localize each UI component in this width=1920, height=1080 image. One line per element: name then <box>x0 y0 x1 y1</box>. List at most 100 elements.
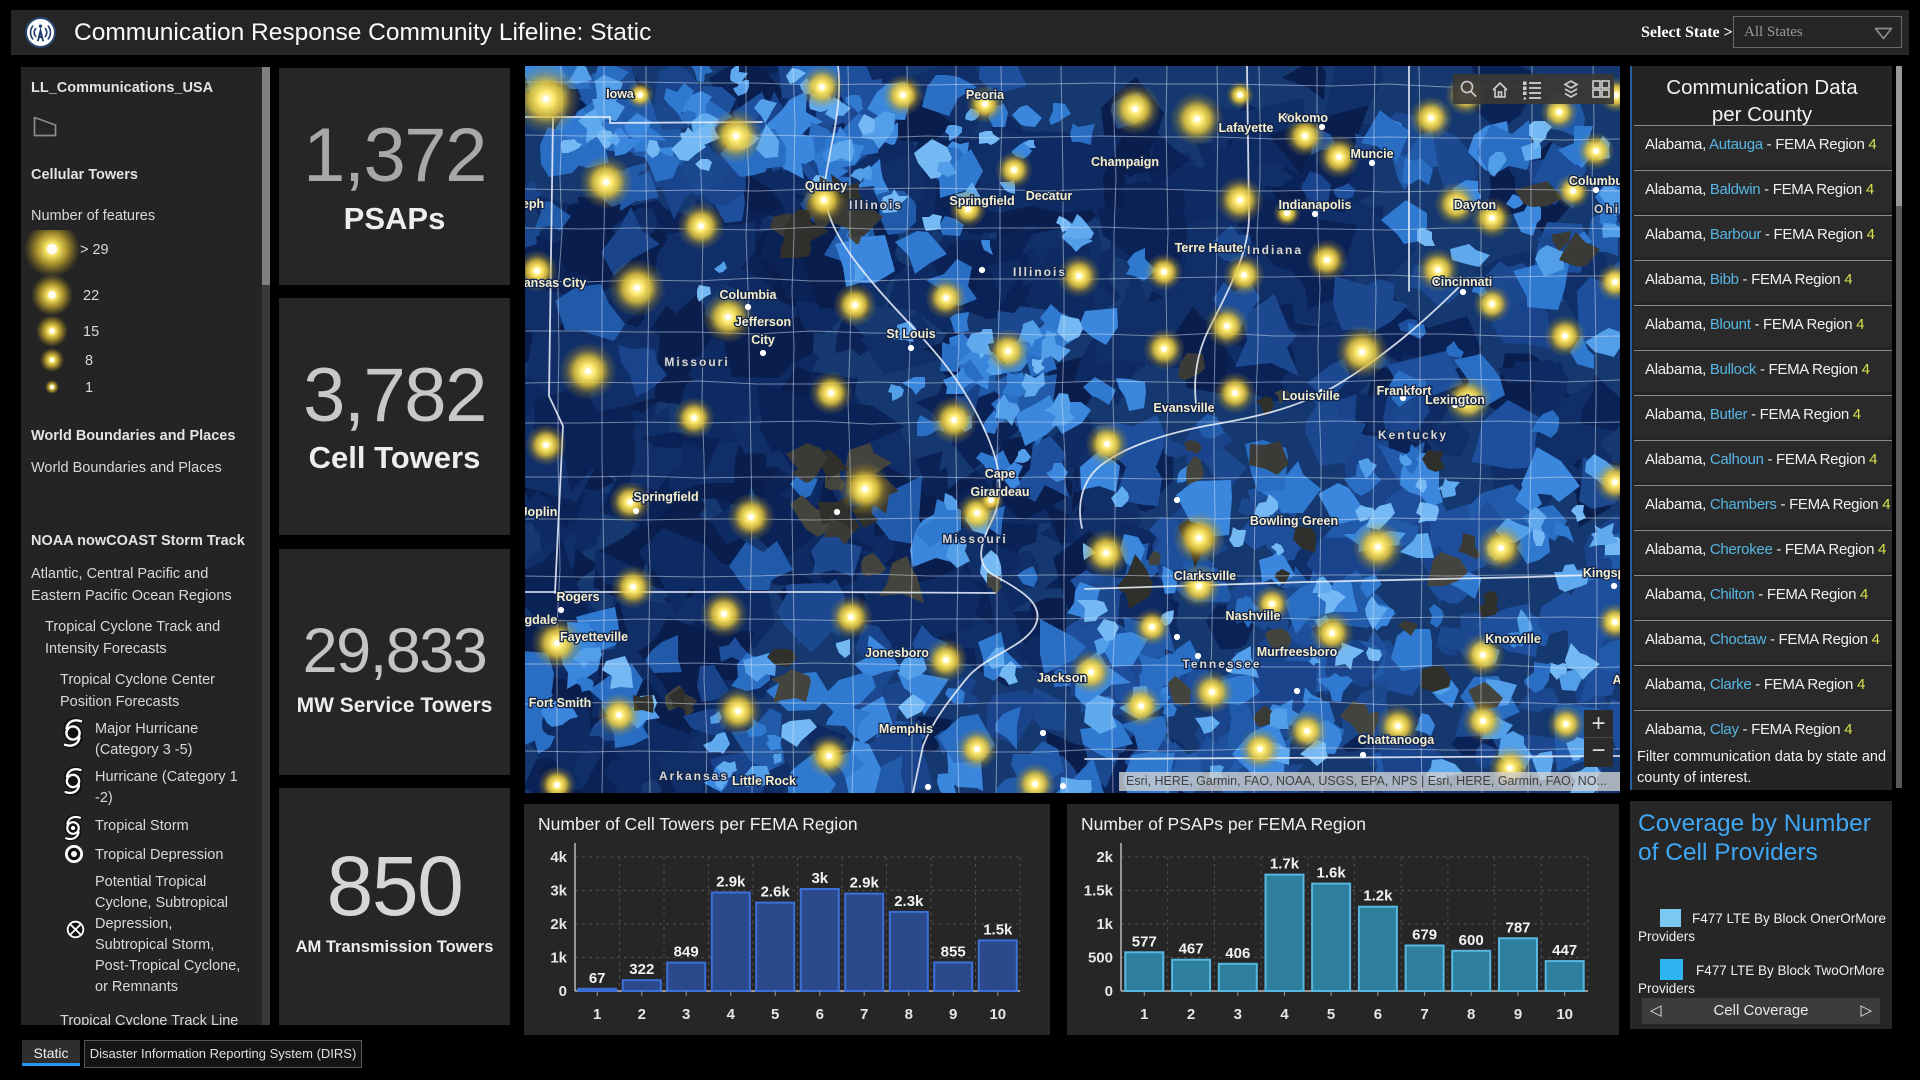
svg-text:Dayton: Dayton <box>1454 198 1496 212</box>
svg-text:Kentucky: Kentucky <box>1378 428 1448 442</box>
svg-text:Champaign: Champaign <box>1091 155 1159 169</box>
svg-text:3: 3 <box>682 1006 690 1023</box>
svg-text:Kingsp: Kingsp <box>1583 566 1620 580</box>
svg-text:467: 467 <box>1179 941 1204 958</box>
svg-text:2.9k: 2.9k <box>850 875 880 892</box>
svg-text:Little Rock: Little Rock <box>732 774 796 788</box>
svg-text:600: 600 <box>1459 932 1484 949</box>
svg-text:3: 3 <box>1234 1006 1242 1023</box>
svg-text:7: 7 <box>860 1006 868 1023</box>
svg-text:5: 5 <box>771 1006 779 1023</box>
svg-text:679: 679 <box>1412 927 1437 944</box>
svg-text:9: 9 <box>1514 1006 1522 1023</box>
svg-text:A: A <box>1612 673 1620 687</box>
svg-text:1: 1 <box>593 1006 601 1023</box>
svg-text:Bowling Green: Bowling Green <box>1250 514 1338 528</box>
svg-text:9: 9 <box>949 1006 957 1023</box>
svg-text:Columbia: Columbia <box>720 288 778 302</box>
svg-text:406: 406 <box>1225 945 1250 962</box>
svg-text:4: 4 <box>1280 1006 1289 1023</box>
svg-text:Lafayette: Lafayette <box>1219 121 1274 135</box>
svg-text:67: 67 <box>589 970 606 987</box>
svg-text:Ohi: Ohi <box>1594 202 1620 216</box>
svg-text:Indianapolis: Indianapolis <box>1279 198 1352 212</box>
svg-text:Frankfort: Frankfort <box>1377 384 1433 398</box>
svg-text:1.6k: 1.6k <box>1316 865 1346 882</box>
svg-text:855: 855 <box>941 943 966 960</box>
svg-text:Clarksville: Clarksville <box>1174 569 1237 583</box>
svg-text:Jonesboro: Jonesboro <box>865 646 929 660</box>
svg-text:Missouri: Missouri <box>942 532 1007 546</box>
svg-text:Missouri: Missouri <box>664 355 729 369</box>
svg-text:10: 10 <box>989 1006 1006 1023</box>
svg-text:5: 5 <box>1327 1006 1335 1023</box>
svg-text:Cincinnati: Cincinnati <box>1432 275 1492 289</box>
svg-text:1k: 1k <box>1096 916 1113 933</box>
svg-text:447: 447 <box>1552 942 1577 959</box>
svg-text:eph: eph <box>525 197 544 211</box>
svg-text:Girardeau: Girardeau <box>970 485 1029 499</box>
svg-text:8: 8 <box>905 1006 913 1023</box>
svg-text:Indiana: Indiana <box>1247 243 1303 257</box>
svg-text:Chattanooga: Chattanooga <box>1358 733 1435 747</box>
svg-text:1.5k: 1.5k <box>983 921 1013 938</box>
svg-text:Springfield: Springfield <box>633 490 698 504</box>
svg-text:Memphis: Memphis <box>879 722 933 736</box>
svg-text:Muncie: Muncie <box>1350 147 1393 161</box>
svg-text:849: 849 <box>674 944 699 961</box>
svg-text:1.2k: 1.2k <box>1363 888 1393 905</box>
svg-text:Decatur: Decatur <box>1026 189 1073 203</box>
svg-text:3k: 3k <box>550 883 567 900</box>
svg-text:2.3k: 2.3k <box>894 893 924 910</box>
svg-text:4: 4 <box>727 1006 736 1023</box>
svg-text:St Louis: St Louis <box>886 327 935 341</box>
svg-text:Arkansas: Arkansas <box>659 769 729 783</box>
svg-text:2k: 2k <box>550 916 567 933</box>
svg-text:Lexington: Lexington <box>1425 393 1485 407</box>
svg-text:Louisville: Louisville <box>1282 389 1340 403</box>
svg-text:City: City <box>751 333 775 347</box>
svg-text:2: 2 <box>1187 1006 1195 1023</box>
svg-text:1.5k: 1.5k <box>1084 883 1114 900</box>
svg-text:Springfield: Springfield <box>949 194 1014 208</box>
svg-text:Tennessee: Tennessee <box>1182 657 1261 671</box>
svg-text:500: 500 <box>1088 950 1113 967</box>
svg-text:Illinois: Illinois <box>849 198 903 212</box>
svg-text:Fort Smith: Fort Smith <box>529 696 592 710</box>
svg-text:2.9k: 2.9k <box>716 874 746 891</box>
svg-text:Cape: Cape <box>985 467 1016 481</box>
svg-text:10: 10 <box>1556 1006 1573 1023</box>
svg-text:3k: 3k <box>811 870 828 887</box>
svg-text:Jackson: Jackson <box>1037 671 1087 685</box>
svg-text:1.7k: 1.7k <box>1270 856 1300 873</box>
svg-text:Iowa: Iowa <box>606 87 635 101</box>
svg-text:Joplin: Joplin <box>525 505 557 519</box>
svg-text:0: 0 <box>559 983 567 1000</box>
svg-text:6: 6 <box>816 1006 824 1023</box>
svg-text:Rogers: Rogers <box>556 590 599 604</box>
svg-text:Peoria: Peoria <box>966 88 1005 102</box>
svg-text:Columbu: Columbu <box>1569 174 1620 188</box>
svg-text:0: 0 <box>1105 983 1113 1000</box>
svg-text:8: 8 <box>1467 1006 1475 1023</box>
svg-text:4k: 4k <box>550 849 567 866</box>
svg-text:1k: 1k <box>550 950 567 967</box>
svg-text:Kokomo: Kokomo <box>1278 111 1328 125</box>
svg-text:ansas City: ansas City <box>525 276 586 290</box>
svg-text:7: 7 <box>1420 1006 1428 1023</box>
svg-text:ngdale: ngdale <box>525 613 557 627</box>
svg-text:Nashville: Nashville <box>1226 609 1281 623</box>
svg-text:Quincy: Quincy <box>805 179 847 193</box>
svg-text:2k: 2k <box>1096 849 1113 866</box>
svg-text:Terre Haute: Terre Haute <box>1175 241 1244 255</box>
svg-text:6: 6 <box>1374 1006 1382 1023</box>
svg-text:787: 787 <box>1505 919 1530 936</box>
svg-text:Illinois: Illinois <box>1013 265 1067 279</box>
svg-text:Evansville: Evansville <box>1153 401 1214 415</box>
svg-text:577: 577 <box>1132 933 1157 950</box>
svg-text:1: 1 <box>1140 1006 1148 1023</box>
svg-text:Knoxville: Knoxville <box>1485 632 1541 646</box>
svg-text:Jefferson: Jefferson <box>735 315 791 329</box>
svg-text:322: 322 <box>629 961 654 978</box>
svg-text:2.6k: 2.6k <box>761 884 791 901</box>
